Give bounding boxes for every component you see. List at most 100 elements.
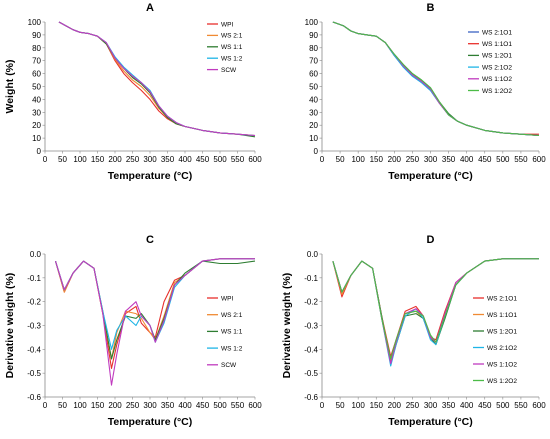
x-tick-label: 200 <box>388 401 402 410</box>
x-tick-label: 50 <box>336 155 345 164</box>
x-tick-label: 100 <box>351 401 365 410</box>
x-tick-label: 450 <box>196 155 210 164</box>
y-tick-label: 20 <box>32 121 41 130</box>
panel-d: D 0 50 100 150 200 250 300 350 400 450 500 550 600 -0.… <box>281 234 546 428</box>
y-tick-label: 70 <box>309 57 318 66</box>
legend-label: WS 2:1O1 <box>482 29 512 36</box>
y-tick-label: -0.3 <box>27 322 41 331</box>
legend-label: WS 2:1 <box>221 33 243 40</box>
y-tick-label: -0.4 <box>304 345 318 354</box>
legend-label: WS 2:1O1 <box>487 295 517 302</box>
x-tick-label: 0 <box>320 401 325 410</box>
x-tick-label: 0 <box>43 401 48 410</box>
legend-label: WS 1:1 <box>221 329 243 336</box>
legend-label: WPI <box>221 295 233 302</box>
y-tick-label: -0.2 <box>304 298 318 307</box>
series-line-c-2 <box>54 258 255 360</box>
x-tick-label: 350 <box>161 155 175 164</box>
x-tick-label: 150 <box>91 401 105 410</box>
legend-label: WS 1:1 <box>221 44 243 51</box>
x-tick-label: 300 <box>143 401 157 410</box>
legend-label: WS 1:2 <box>221 56 243 63</box>
x-tick-label: 250 <box>406 401 420 410</box>
legend-label: WS 1:2O2 <box>482 88 512 95</box>
x-tick-label: 600 <box>248 401 262 410</box>
y-tick-label: 90 <box>309 31 318 40</box>
x-tick-label: 350 <box>442 155 456 164</box>
x-tick-label: 150 <box>91 155 105 164</box>
y-tick-label: 50 <box>32 83 41 92</box>
x-tick-label: 300 <box>143 155 157 164</box>
y-tick-label: -0.1 <box>27 274 41 283</box>
panel-c: C0 50 100 150 200 250 300 350 400 450 500 550 600-0.… <box>4 234 262 428</box>
panel-title-c: C <box>146 234 154 246</box>
y-tick-label: -0.5 <box>304 369 318 378</box>
legend-label: WS 1:1O1 <box>487 312 517 319</box>
x-tick-label: 600 <box>248 155 262 164</box>
y-tick-label: 80 <box>32 44 41 53</box>
series-line-a-5 <box>58 21 256 137</box>
y-tick-label: 100 <box>305 18 319 27</box>
legend-label: WS 1:1O1 <box>482 41 512 48</box>
y-tick-label: 40 <box>32 95 41 104</box>
x-tick-label: 100 <box>73 155 87 164</box>
series-line-c-5 <box>54 258 255 386</box>
y-axis-title-a: Weight (%) <box>4 59 16 113</box>
y-tick-label: -0.6 <box>304 393 318 402</box>
y-tick-label: 90 <box>32 31 41 40</box>
legend-label: WS 1:2 <box>221 345 243 352</box>
x-tick-label: 350 <box>161 401 175 410</box>
x-axis-title-b: Temperature (°C) <box>388 170 473 182</box>
x-tick-label: 550 <box>231 155 245 164</box>
x-tick-label: 50 <box>336 401 345 410</box>
y-tick-label: -0.6 <box>27 393 41 402</box>
x-tick-label: 500 <box>496 155 510 164</box>
x-tick-label: 500 <box>496 401 510 410</box>
panel-a: A0 50 100 150 200 250 300 350 400 450 500 550 600010… <box>4 2 262 182</box>
x-tick-label: 450 <box>196 401 210 410</box>
x-tick-label: 550 <box>514 401 528 410</box>
y-tick-label: 50 <box>309 83 318 92</box>
series-line-c-3 <box>54 260 256 360</box>
y-tick-label: 0 <box>314 147 319 156</box>
panel-b: B 0 50 100 150 200 250 300 350 400 450 500 550 600 0 10… <box>305 2 547 182</box>
legend-label: WPI <box>221 21 233 28</box>
legend-b: WS 2:1O1 WS 1:1O1 WS 1:2O1 WS 2:1O2 WS 1:1O2… <box>468 29 512 95</box>
legend-label: WS 1:1O2 <box>482 76 512 83</box>
y-tick-label: 40 <box>309 95 318 104</box>
x-tick-label: 50 <box>58 155 67 164</box>
legend-label: WS 1:2O1 <box>482 53 512 60</box>
x-tick-label: 450 <box>478 155 492 164</box>
y-tick-label: -0.2 <box>27 298 41 307</box>
panel-title-b: B <box>427 2 435 14</box>
legend-label: WS 2:1O2 <box>487 345 517 352</box>
x-tick-label: 600 <box>532 401 546 410</box>
x-tick-label: 600 <box>532 155 546 164</box>
y-tick-label: -0.5 <box>27 369 41 378</box>
legend-c: WPI WS 2:1 WS 1:1 WS 1:2 SCW <box>207 295 243 369</box>
x-axis-title-d: Temperature (°C) <box>388 416 473 428</box>
x-tick-label: 500 <box>213 155 227 164</box>
y-tick-label: 60 <box>32 70 41 79</box>
y-tick-label: -0.1 <box>304 274 318 283</box>
x-tick-label: 100 <box>73 401 87 410</box>
panel-title-a: A <box>146 2 154 14</box>
x-tick-label: 500 <box>213 401 227 410</box>
y-axis-title-d: Derivative weight (%) <box>281 273 293 379</box>
y-tick-label: 0.0 <box>30 250 42 259</box>
x-tick-label: 400 <box>178 401 192 410</box>
legend-label: WS 1:2O1 <box>487 328 517 335</box>
y-axis-title-c: Derivative weight (%) <box>4 273 16 379</box>
y-tick-label: 70 <box>32 57 41 66</box>
y-tick-label: 10 <box>309 134 318 143</box>
x-tick-label: 400 <box>178 155 192 164</box>
x-tick-label: 300 <box>424 401 438 410</box>
y-tick-label: -0.3 <box>304 322 318 331</box>
x-tick-label: 550 <box>231 401 245 410</box>
x-tick-label: 350 <box>442 401 456 410</box>
series-line-d-6 <box>332 258 539 360</box>
x-tick-label: 550 <box>514 155 528 164</box>
x-tick-label: 100 <box>351 155 365 164</box>
y-tick-label: 100 <box>28 18 42 27</box>
series-line-b-6 <box>332 21 540 137</box>
